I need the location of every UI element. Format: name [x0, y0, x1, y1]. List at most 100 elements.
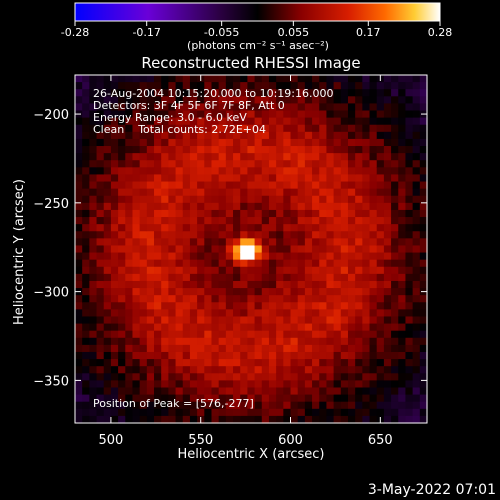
- heatmap-cell: [268, 323, 277, 332]
- heatmap-cell: [254, 295, 263, 303]
- heatmap-cell: [290, 387, 299, 396]
- heatmap-cell: [383, 408, 392, 417]
- heatmap-cell: [362, 351, 371, 360]
- heatmap-cell: [161, 394, 169, 403]
- heatmap-cell: [247, 259, 256, 268]
- heatmap-cell: [362, 167, 371, 176]
- heatmap-cell: [254, 387, 263, 396]
- heatmap-cell: [412, 330, 421, 339]
- heatmap-cell: [146, 302, 155, 310]
- heatmap-cell: [118, 295, 126, 303]
- heatmap-cell: [312, 96, 320, 105]
- heatmap-cell: [118, 408, 126, 417]
- heatmap-cell: [355, 408, 363, 417]
- heatmap-cell: [204, 89, 213, 97]
- heatmap-cell: [125, 316, 134, 325]
- heatmap-cell: [398, 131, 407, 140]
- heatmap-cell: [304, 280, 313, 289]
- heatmap-cell: [189, 273, 198, 282]
- heatmap-cell: [326, 217, 335, 225]
- heatmap-cell: [362, 373, 371, 381]
- heatmap-cell: [304, 138, 313, 147]
- heatmap-cell: [197, 280, 205, 289]
- heatmap-cell: [340, 231, 349, 239]
- heatmap-cell: [154, 316, 162, 325]
- heatmap-cell: [204, 415, 213, 424]
- heatmap-cell: [96, 224, 105, 232]
- heatmap-cell: [189, 188, 198, 197]
- heatmap-cell: [319, 167, 328, 176]
- heatmap-cell: [383, 302, 392, 310]
- heatmap-cell: [340, 266, 349, 275]
- heatmap-cell: [96, 288, 105, 296]
- heatmap-cell: [276, 366, 284, 374]
- heatmap-cell: [261, 209, 270, 218]
- heatmap-cell: [182, 167, 191, 176]
- heatmap-cell: [376, 273, 385, 282]
- heatmap-cell: [347, 160, 356, 168]
- heatmap-cell: [233, 209, 241, 218]
- annotation-energy-range: Energy Range: 3.0 - 6.0 keV: [93, 111, 247, 124]
- heatmap-cell: [118, 146, 126, 154]
- heatmap-cell: [204, 138, 213, 147]
- heatmap-cell: [290, 394, 299, 403]
- heatmap-cell: [225, 245, 234, 254]
- heatmap-cell: [369, 188, 378, 197]
- heatmap-cell: [405, 252, 414, 261]
- heatmap-cell: [197, 337, 205, 346]
- heatmap-cell: [197, 103, 205, 112]
- heatmap-cell: [240, 415, 249, 424]
- heatmap-cell: [362, 209, 371, 218]
- heatmap-cell: [96, 238, 105, 247]
- heatmap-cell: [240, 387, 249, 396]
- heatmap-cell: [405, 337, 414, 346]
- heatmap-cell: [405, 380, 414, 389]
- heatmap-cell: [139, 373, 148, 381]
- heatmap-cell: [276, 309, 284, 318]
- heatmap-cell: [319, 337, 328, 346]
- heatmap-cell: [362, 89, 371, 97]
- heatmap-cell: [182, 351, 191, 360]
- heatmap-cell: [189, 231, 198, 239]
- heatmap-cell: [268, 295, 277, 303]
- heatmap-cell: [283, 380, 292, 389]
- heatmap-cell: [110, 174, 119, 183]
- heatmap-cell: [89, 224, 98, 232]
- heatmap-cell: [125, 330, 134, 339]
- heatmap-cell: [297, 224, 306, 232]
- heatmap-cell: [268, 224, 277, 232]
- heatmap-cell: [233, 366, 241, 374]
- heatmap-cell: [276, 337, 284, 346]
- heatmap-cell: [268, 238, 277, 247]
- heatmap-cell: [297, 110, 306, 119]
- heatmap-cell: [376, 167, 385, 176]
- heatmap-cell: [362, 252, 371, 261]
- heatmap-cell: [189, 387, 198, 396]
- heatmap-cell: [398, 245, 407, 254]
- heatmap-cell: [383, 238, 392, 247]
- heatmap-cell: [283, 160, 292, 168]
- heatmap-cell: [168, 75, 177, 83]
- heatmap-cell: [333, 224, 342, 232]
- heatmap-cell: [369, 295, 378, 303]
- heatmap-cell: [261, 138, 270, 147]
- heatmap-cell: [412, 174, 421, 183]
- heatmap-cell: [405, 259, 414, 268]
- heatmap-cell: [268, 138, 277, 147]
- heatmap-cell: [340, 195, 349, 204]
- heatmap-cell: [276, 238, 284, 247]
- heatmap-cell: [96, 174, 105, 183]
- heatmap-cell: [118, 316, 126, 325]
- heatmap-cell: [283, 245, 292, 254]
- heatmap-cell: [103, 323, 112, 332]
- heatmap-cell: [204, 295, 213, 303]
- heatmap-cell: [312, 330, 320, 339]
- heatmap-cell: [182, 138, 191, 147]
- heatmap-cell: [283, 415, 292, 424]
- heatmap-cell: [383, 224, 392, 232]
- heatmap-cell: [362, 337, 371, 346]
- heatmap-cell: [175, 252, 184, 261]
- heatmap-cell: [96, 273, 105, 282]
- heatmap-cell: [189, 309, 198, 318]
- heatmap-cell: [369, 408, 378, 417]
